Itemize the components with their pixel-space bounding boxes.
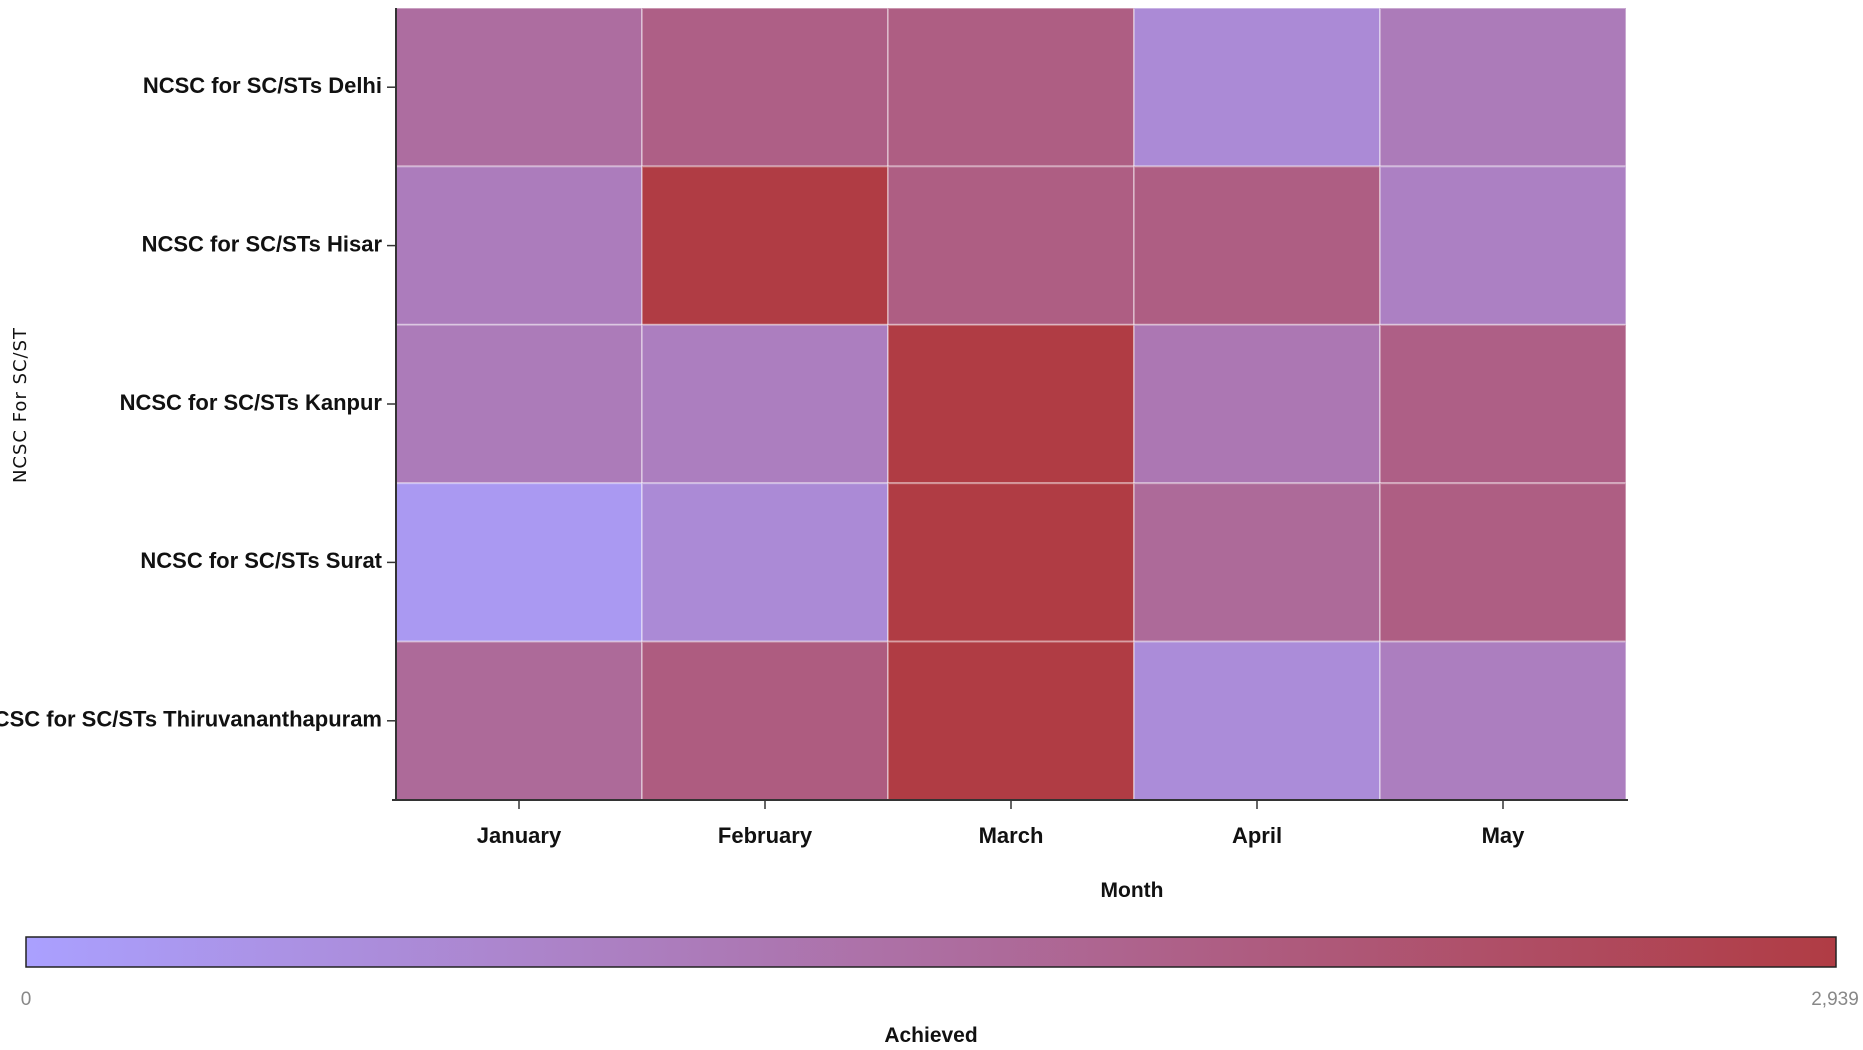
heatmap-cell[interactable] (1379, 7, 1627, 168)
heatmap-cell[interactable] (1133, 165, 1381, 326)
heatmap-cells (395, 7, 1627, 801)
y-axis: NCSC for SC/STs Delhi NCSC for SC/STs His… (0, 73, 396, 732)
heatmap-cell[interactable] (1133, 482, 1381, 643)
x-tick-label: May (1482, 823, 1526, 848)
heatmap-cell[interactable] (395, 7, 643, 168)
heatmap-cell[interactable] (641, 640, 889, 801)
heatmap-cell[interactable] (1133, 323, 1381, 485)
heatmap-cell[interactable] (641, 7, 889, 168)
y-tick-label: NCSC for SC/STs Thiruvananthapuram (0, 707, 382, 732)
heatmap-cell[interactable] (1379, 482, 1627, 643)
y-tick-label: NCSC for SC/STs Delhi (143, 73, 382, 98)
heatmap-cell[interactable] (395, 482, 643, 643)
colorbar-title: Achieved (884, 1024, 977, 1047)
heatmap-cell[interactable] (641, 323, 889, 485)
heatmap-cell[interactable] (1133, 640, 1381, 801)
x-axis: January February March April May (477, 800, 1525, 848)
heatmap-cell[interactable] (887, 640, 1135, 801)
heatmap-cell[interactable] (887, 482, 1135, 643)
colorbar-max-label: 2,939 (1811, 989, 1859, 1010)
y-tick-label: NCSC for SC/STs Hisar (142, 231, 383, 256)
heatmap-cell[interactable] (887, 165, 1135, 326)
y-tick-label: NCSC for SC/STs Surat (140, 548, 382, 573)
heatmap-cell[interactable] (1379, 323, 1627, 485)
heatmap-cell[interactable] (887, 7, 1135, 168)
x-tick-label: February (718, 823, 813, 848)
colorbar-min-label: 0 (21, 989, 32, 1010)
y-axis-title: NCSC For SC/ST (10, 327, 31, 483)
heatmap-cell[interactable] (887, 323, 1135, 485)
heatmap-cell[interactable] (395, 323, 643, 485)
x-axis-title: Month (1101, 879, 1164, 902)
heatmap-cell[interactable] (641, 482, 889, 643)
heatmap-cell[interactable] (395, 640, 643, 801)
heatmap-cell[interactable] (395, 165, 643, 326)
heatmap-cell[interactable] (641, 165, 889, 326)
heatmap-cell[interactable] (1379, 640, 1627, 801)
heatmap-cell[interactable] (1379, 165, 1627, 326)
heatmap-cell[interactable] (1133, 7, 1381, 168)
colorbar (25, 936, 1837, 968)
y-tick-label: NCSC for SC/STs Kanpur (120, 390, 383, 415)
x-tick-label: April (1232, 823, 1282, 848)
x-tick-label: January (477, 823, 562, 848)
x-tick-label: March (979, 823, 1044, 848)
